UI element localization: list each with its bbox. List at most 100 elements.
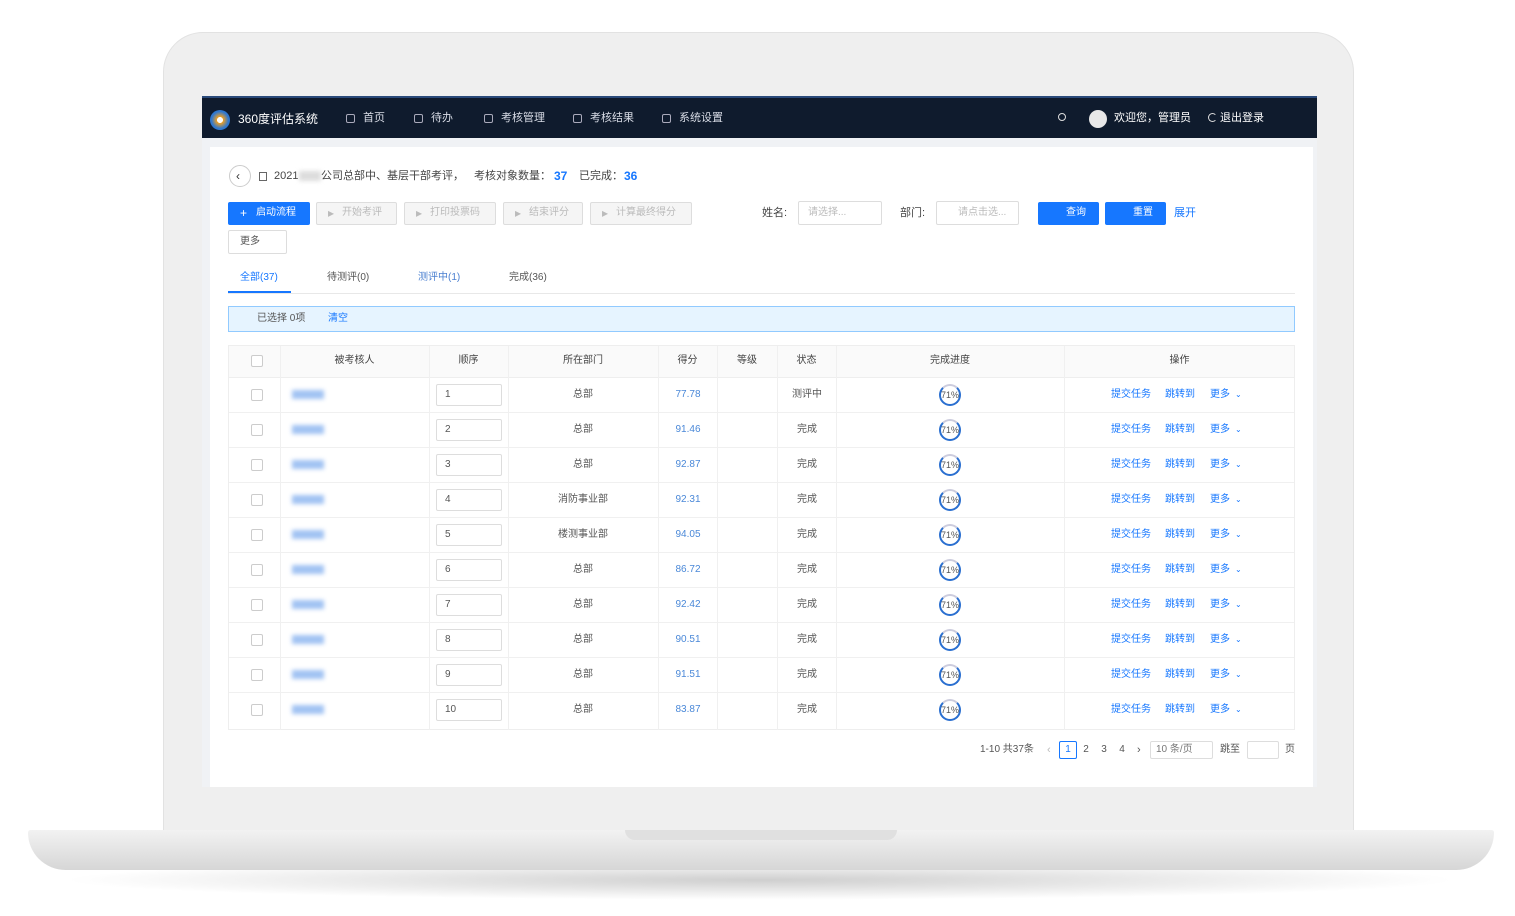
row-checkbox[interactable] [251, 459, 263, 471]
row-action[interactable]: 跳转到 [1165, 704, 1195, 715]
row-checkbox[interactable] [251, 424, 263, 436]
table [228, 345, 1295, 730]
row-checkbox[interactable] [251, 599, 263, 611]
name-select[interactable] [798, 201, 882, 225]
row-action[interactable]: 跳转到 [1165, 459, 1195, 470]
row-action[interactable]: 跳转到 [1165, 494, 1195, 505]
blurred-name[interactable] [292, 705, 324, 714]
row-action[interactable]: 提交任务 [1111, 389, 1151, 400]
selection-clear[interactable]: 清空 [328, 313, 348, 324]
row-action[interactable]: 跳转到 [1165, 599, 1195, 610]
order-input [436, 664, 502, 686]
header-checkbox[interactable] [251, 355, 263, 367]
row-action[interactable]: 提交任务 [1111, 459, 1151, 470]
page-number[interactable]: 2 [1083, 744, 1089, 755]
reset-button[interactable] [1105, 202, 1166, 225]
search-icon[interactable] [1058, 113, 1066, 121]
order: 1 [445, 389, 451, 400]
progress-ring [939, 454, 961, 476]
header-name: 公司总部中、基层干部考评， [321, 170, 464, 182]
page-number[interactable]: 3 [1101, 744, 1107, 755]
row-action[interactable]: 更多 [1210, 424, 1230, 435]
row-checkbox[interactable] [251, 704, 263, 716]
row-action[interactable]: 跳转到 [1165, 424, 1195, 435]
row-divider [229, 482, 1294, 483]
status: 完成 [797, 459, 817, 470]
toolbar-button[interactable] [503, 202, 583, 225]
row-action[interactable]: 更多 [1210, 459, 1230, 470]
tab[interactable]: 待测评(0) [327, 272, 370, 283]
row-action[interactable]: 提交任务 [1111, 424, 1151, 435]
prev-page[interactable]: ‹ [1047, 744, 1051, 756]
row-action[interactable]: 提交任务 [1111, 634, 1151, 645]
blurred-name[interactable] [292, 600, 324, 609]
blurred-name[interactable] [292, 635, 324, 644]
toolbar-button[interactable] [316, 202, 397, 225]
nav-item[interactable]: 系统设置 [679, 112, 723, 124]
row-action[interactable]: 提交任务 [1111, 599, 1151, 610]
row-checkbox[interactable] [251, 634, 263, 646]
row-action[interactable]: 提交任务 [1111, 669, 1151, 680]
blurred-name[interactable] [292, 425, 324, 434]
toolbar-button[interactable] [590, 202, 692, 225]
page-number[interactable]: 1 [1065, 744, 1071, 755]
row-action[interactable]: 更多 [1210, 634, 1230, 645]
row-checkbox[interactable] [251, 564, 263, 576]
row-action[interactable]: 更多 [1210, 704, 1230, 715]
row-action[interactable]: 提交任务 [1111, 529, 1151, 540]
toolbar-button[interactable] [404, 202, 496, 225]
next-page[interactable]: › [1137, 744, 1141, 756]
toolbar-button[interactable] [228, 202, 310, 225]
blurred-name[interactable] [292, 565, 324, 574]
tab[interactable]: 完成(36) [509, 272, 547, 283]
blurred-name[interactable] [292, 530, 324, 539]
nav-item[interactable]: 首页 [363, 112, 385, 124]
row-action[interactable]: 更多 [1210, 529, 1230, 540]
dept-input[interactable] [936, 201, 1019, 225]
order-input [436, 559, 502, 581]
done: 36 [624, 169, 638, 183]
order-input [436, 384, 502, 406]
row-action-caret: ⌄ [1235, 530, 1242, 539]
back-button[interactable] [229, 165, 251, 187]
expand[interactable]: 展开 [1174, 207, 1196, 219]
blurred-name[interactable] [292, 390, 324, 399]
row-action[interactable]: 提交任务 [1111, 494, 1151, 505]
row-action[interactable]: 更多 [1210, 494, 1230, 505]
row-action[interactable]: 跳转到 [1165, 389, 1195, 400]
row-action[interactable]: 跳转到 [1165, 564, 1195, 575]
status: 完成 [797, 564, 817, 575]
row-checkbox[interactable] [251, 529, 263, 541]
row-action[interactable]: 更多 [1210, 564, 1230, 575]
jump-input[interactable] [1247, 741, 1279, 759]
toolbar-button-label: 结束评分 [529, 207, 569, 218]
done-label: 已完成： [579, 170, 623, 182]
blurred-name[interactable] [292, 670, 324, 679]
blurred-name[interactable] [292, 460, 324, 469]
tab[interactable]: 测评中(1) [418, 272, 461, 283]
tab[interactable]: 全部(37) [240, 272, 278, 283]
blurred-name[interactable] [292, 495, 324, 504]
row-action[interactable]: 更多 [1210, 669, 1230, 680]
row-checkbox[interactable] [251, 669, 263, 681]
score: 90.51 [675, 634, 701, 645]
more-button[interactable] [228, 230, 287, 254]
nav-item[interactable]: 考核管理 [501, 112, 545, 124]
page-label: 页 [1285, 744, 1295, 755]
page-size[interactable] [1150, 741, 1213, 759]
nav-item[interactable]: 待办 [431, 112, 453, 124]
row-action[interactable]: 提交任务 [1111, 704, 1151, 715]
row-action[interactable]: 跳转到 [1165, 634, 1195, 645]
row-checkbox[interactable] [251, 389, 263, 401]
progress: 71% [940, 530, 959, 540]
row-action[interactable]: 更多 [1210, 389, 1230, 400]
logout[interactable]: 退出登录 [1220, 112, 1264, 124]
row-action[interactable]: 跳转到 [1165, 529, 1195, 540]
search-button[interactable] [1038, 202, 1099, 225]
nav-item[interactable]: 考核结果 [590, 112, 634, 124]
row-checkbox[interactable] [251, 494, 263, 506]
row-action[interactable]: 跳转到 [1165, 669, 1195, 680]
page-number[interactable]: 4 [1119, 744, 1125, 755]
row-action[interactable]: 更多 [1210, 599, 1230, 610]
row-action[interactable]: 提交任务 [1111, 564, 1151, 575]
